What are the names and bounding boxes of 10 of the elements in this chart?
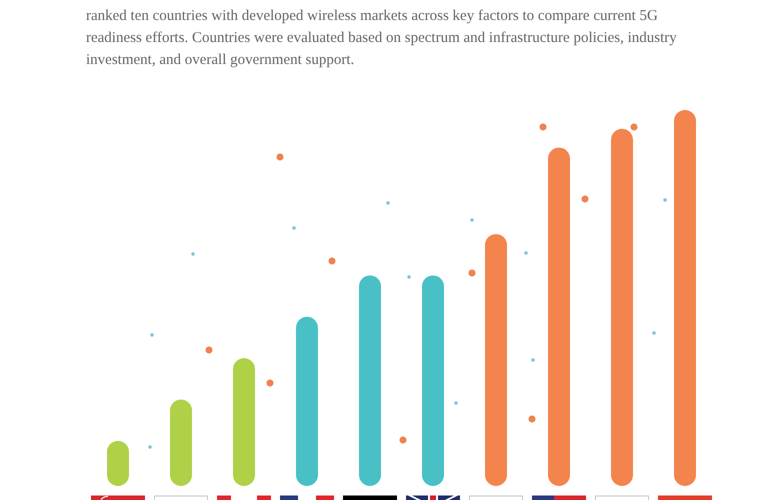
bar [233, 358, 255, 486]
chart-subtitle: ranked ten countries with developed wireless markets across key factors to compare current 5G readiness efforts. Countries were evaluated based on spectrum and infrastructure policies, industry investment, and overall government support. [86, 7, 678, 70]
bar [170, 400, 192, 486]
bar [296, 316, 318, 486]
bar [611, 128, 633, 486]
bar [548, 148, 570, 486]
bar [359, 275, 381, 486]
bar [674, 110, 696, 486]
bar [422, 275, 444, 486]
bar [485, 234, 507, 486]
